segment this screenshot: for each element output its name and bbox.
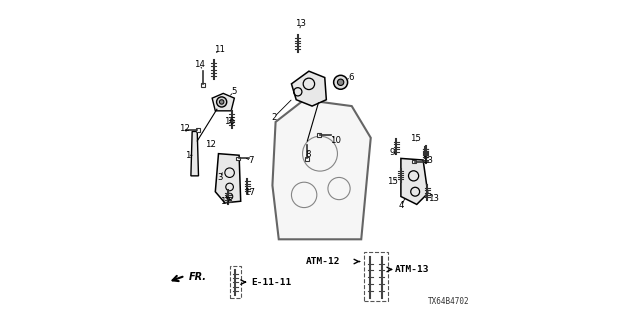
Circle shape (333, 75, 348, 89)
Polygon shape (201, 83, 205, 87)
Polygon shape (317, 133, 321, 137)
Text: 2: 2 (271, 113, 276, 122)
Polygon shape (305, 157, 309, 161)
Text: TX64B4702: TX64B4702 (428, 297, 469, 306)
Text: 7: 7 (248, 156, 254, 165)
Text: 6: 6 (348, 73, 354, 82)
Text: 17: 17 (220, 197, 231, 206)
Text: 17: 17 (244, 188, 255, 197)
Text: 15: 15 (410, 134, 420, 143)
Text: 13: 13 (422, 156, 433, 165)
Polygon shape (401, 158, 428, 204)
FancyBboxPatch shape (230, 266, 241, 298)
Polygon shape (196, 128, 200, 132)
Polygon shape (212, 93, 234, 111)
Polygon shape (191, 132, 198, 176)
Text: 13: 13 (428, 194, 439, 203)
Text: ATM-12: ATM-12 (306, 257, 340, 266)
Text: 8: 8 (305, 150, 310, 159)
Text: 14: 14 (194, 60, 205, 69)
Text: E-11-11: E-11-11 (251, 278, 291, 287)
Polygon shape (236, 156, 240, 160)
Text: 12: 12 (179, 124, 189, 133)
Text: 12: 12 (205, 140, 216, 149)
Text: FR.: FR. (188, 272, 206, 282)
Text: 11: 11 (214, 45, 225, 54)
Text: ATM-13: ATM-13 (394, 265, 429, 274)
Circle shape (220, 100, 224, 104)
Circle shape (216, 97, 227, 107)
Text: 1: 1 (185, 151, 190, 160)
Circle shape (337, 79, 344, 85)
Polygon shape (291, 71, 326, 106)
Text: 4: 4 (399, 202, 404, 211)
Text: 9: 9 (389, 148, 395, 156)
Text: 16: 16 (224, 117, 235, 126)
FancyBboxPatch shape (364, 252, 388, 301)
Text: 3: 3 (218, 173, 223, 182)
Text: 15: 15 (387, 177, 398, 186)
Text: 5: 5 (231, 87, 236, 96)
Text: 13: 13 (296, 19, 307, 28)
Text: 10: 10 (330, 136, 340, 145)
Polygon shape (215, 154, 241, 203)
Polygon shape (412, 160, 416, 164)
Polygon shape (273, 100, 371, 239)
